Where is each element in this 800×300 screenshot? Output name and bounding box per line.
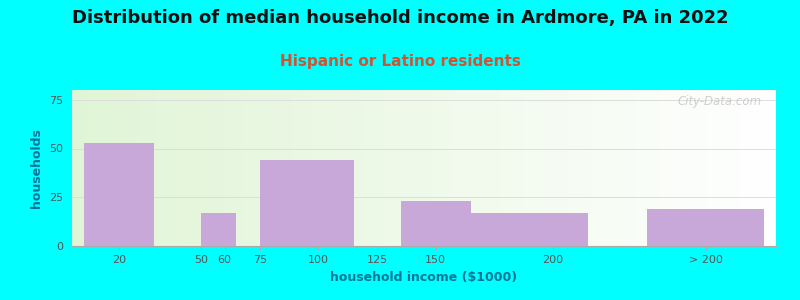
Bar [201,213,236,246]
Text: Distribution of median household income in Ardmore, PA in 2022: Distribution of median household income … [72,9,728,27]
X-axis label: household income ($1000): household income ($1000) [330,271,518,284]
Bar [471,213,588,246]
Text: City-Data.com: City-Data.com [678,95,762,108]
Text: Hispanic or Latino residents: Hispanic or Latino residents [279,54,521,69]
Bar [401,201,471,246]
Y-axis label: households: households [30,128,43,208]
Bar [647,209,764,246]
Bar [260,160,354,246]
Bar [84,142,154,246]
